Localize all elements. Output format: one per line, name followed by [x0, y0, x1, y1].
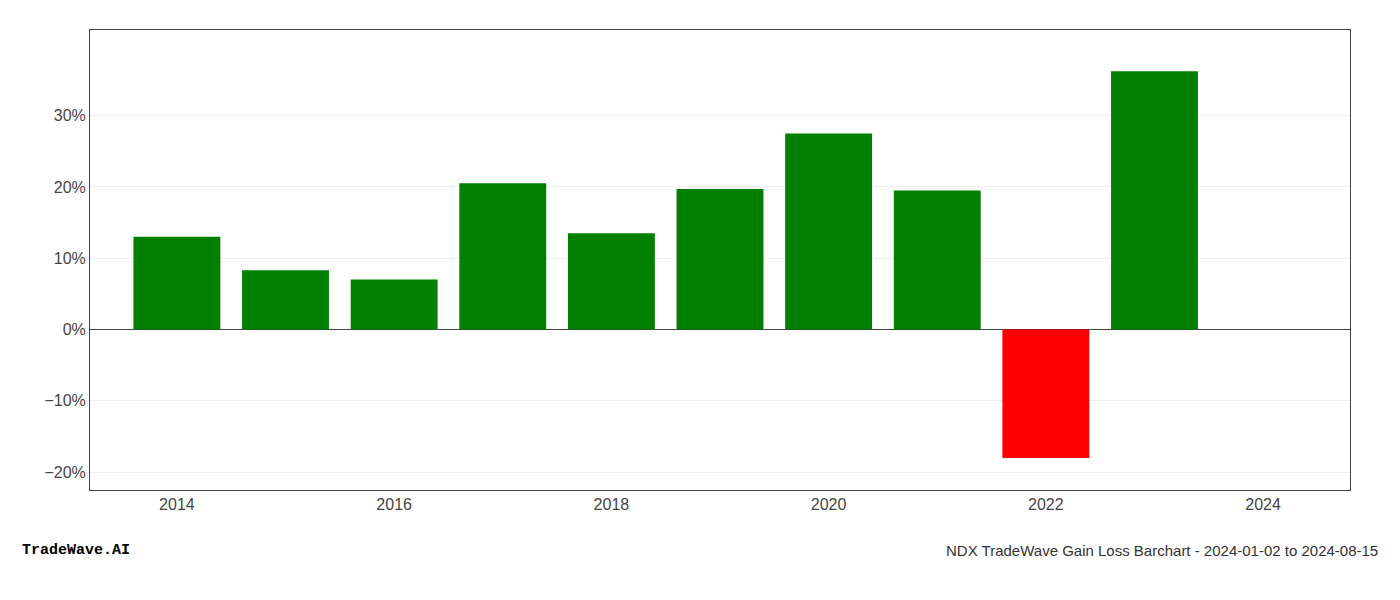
- svg-text:20%: 20%: [54, 179, 86, 196]
- svg-text:−10%: −10%: [44, 392, 85, 409]
- svg-text:2018: 2018: [594, 496, 630, 513]
- svg-text:0%: 0%: [63, 321, 86, 338]
- svg-text:10%: 10%: [54, 250, 86, 267]
- svg-text:2024: 2024: [1245, 496, 1281, 513]
- svg-text:2016: 2016: [376, 496, 412, 513]
- svg-text:30%: 30%: [54, 107, 86, 124]
- svg-text:TradeWave.AI: TradeWave.AI: [22, 542, 130, 559]
- svg-text:NDX TradeWave Gain Loss Barcha: NDX TradeWave Gain Loss Barchart - 2024-…: [946, 542, 1378, 559]
- svg-text:−20%: −20%: [44, 464, 85, 481]
- svg-text:2022: 2022: [1028, 496, 1064, 513]
- svg-text:2020: 2020: [811, 496, 847, 513]
- svg-text:2014: 2014: [159, 496, 195, 513]
